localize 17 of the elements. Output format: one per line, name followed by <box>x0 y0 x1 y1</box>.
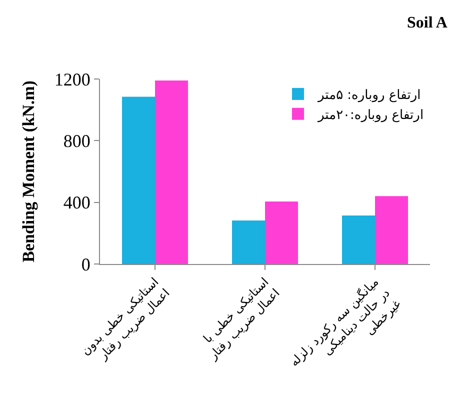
x-tick-label: استاتیکی خطی بدون اعمال ضریب رفتار <box>78 274 172 363</box>
bar <box>122 96 155 264</box>
bar <box>342 215 375 264</box>
chart-title: Soil A <box>407 14 448 32</box>
y-axis-title: Bending Moment (kN.m) <box>18 80 38 262</box>
y-tick-label: 800 <box>63 130 90 151</box>
bar <box>232 220 265 264</box>
bar <box>155 80 188 264</box>
x-tick-label: میانگین سه رکورد زلزله در حالت دینامیکی غیرخطی <box>287 274 404 370</box>
y-tick-label: 0 <box>81 254 90 274</box>
legend-label: ارتفاع روباره:۲۰متر <box>317 108 424 123</box>
y-tick-label: 1200 <box>54 69 90 90</box>
bar <box>375 196 408 264</box>
y-tick-label: 400 <box>63 192 90 213</box>
bar <box>265 202 298 264</box>
x-tick-label: استاتیکی خطی با اعمال ضریب رفتار <box>200 274 282 363</box>
legend-label: ارتفاع روباره: ۵متر <box>317 88 421 104</box>
